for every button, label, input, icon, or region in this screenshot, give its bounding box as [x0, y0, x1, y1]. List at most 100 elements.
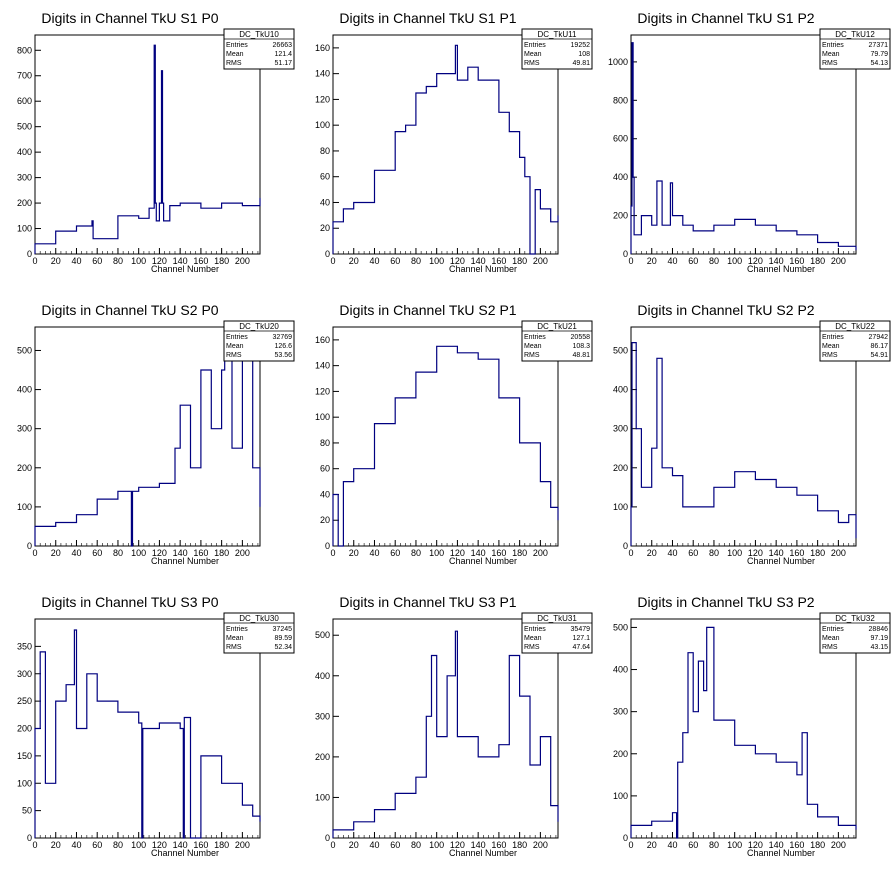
stats-box — [819, 612, 891, 654]
x-tick-label: 20 — [349, 548, 359, 558]
x-axis-label: Channel Number — [747, 556, 815, 566]
x-tick-label: 160 — [491, 840, 506, 850]
x-tick-label: 60 — [688, 548, 698, 558]
x-tick-label: 20 — [51, 548, 61, 558]
x-tick-label: 160 — [491, 548, 506, 558]
x-tick-label: 20 — [51, 840, 61, 850]
x-tick-label: 160 — [491, 256, 506, 266]
chart-title: Digits in Channel TkU S2 P2 — [637, 302, 814, 318]
y-tick-label: 800 — [17, 45, 32, 55]
histogram-panel-9: Digits in Channel TkU S3 P2 0 20 40 60 80 100 1… — [613, 594, 891, 858]
histogram-series-line — [332, 630, 559, 838]
y-tick-label: 140 — [315, 69, 330, 79]
stats-value: 47.64 — [572, 644, 590, 651]
x-tick-label: 200 — [831, 548, 846, 558]
stats-key: RMS — [524, 60, 540, 67]
stats-key: Mean — [524, 635, 542, 642]
x-tick-label: 140 — [769, 256, 784, 266]
y-tick-label: 300 — [17, 173, 32, 183]
x-tick-label: 160 — [789, 548, 804, 558]
x-tick-label: 120 — [748, 840, 763, 850]
histogram-series-line — [630, 626, 857, 839]
x-tick-label: 180 — [810, 548, 825, 558]
stats-value: 126.6 — [274, 343, 292, 350]
stats-key: Entries — [524, 626, 546, 633]
x-tick-label: 180 — [214, 840, 229, 850]
stats-name: DC_TkU20 — [239, 322, 279, 331]
stats-value: 97.19 — [870, 635, 888, 642]
x-tick-label: 0 — [628, 548, 633, 558]
x-tick-label: 140 — [471, 548, 486, 558]
y-tick-label: 500 — [613, 345, 628, 355]
x-axis-label: Channel Number — [747, 264, 815, 274]
y-tick-label: 200 — [613, 211, 628, 221]
y-tick-label: 350 — [17, 641, 32, 651]
y-tick-label: 100 — [315, 412, 330, 422]
y-tick-label: 0 — [27, 541, 32, 551]
chart-title: Digits in Channel TkU S2 P1 — [339, 302, 516, 318]
y-tick-label: 1000 — [608, 57, 628, 67]
histogram-panel-8: Digits in Channel TkU S3 P1 0 20 40 60 80 100 1… — [315, 594, 593, 858]
y-tick-label: 40 — [320, 197, 330, 207]
y-tick-label: 160 — [315, 335, 330, 345]
y-tick-label: 500 — [17, 345, 32, 355]
plot-frame — [630, 326, 857, 547]
y-tick-label: 600 — [613, 134, 628, 144]
y-tick-label: 200 — [17, 198, 32, 208]
y-tick-label: 20 — [320, 223, 330, 233]
x-tick-label: 100 — [131, 840, 146, 850]
y-tick-label: 50 — [22, 806, 32, 816]
x-tick-label: 40 — [667, 548, 677, 558]
chart-title: Digits in Channel TkU S3 P0 — [41, 594, 218, 610]
stats-value: 28846 — [869, 626, 889, 633]
stats-key: RMS — [524, 352, 540, 359]
histogram-series-line — [630, 342, 857, 546]
x-tick-label: 200 — [235, 840, 250, 850]
y-tick-label: 300 — [613, 424, 628, 434]
x-tick-label: 80 — [709, 256, 719, 266]
x-tick-label: 200 — [533, 256, 548, 266]
x-tick-label: 80 — [113, 548, 123, 558]
x-tick-label: 40 — [71, 840, 81, 850]
chart-title: Digits in Channel TkU S3 P1 — [339, 594, 516, 610]
x-tick-label: 20 — [647, 548, 657, 558]
x-tick-label: 200 — [831, 256, 846, 266]
x-tick-label: 160 — [193, 256, 208, 266]
histogram-series-line — [34, 44, 261, 254]
stats-value: 121.4 — [274, 51, 292, 58]
stats-key: Mean — [822, 51, 840, 58]
stats-key: RMS — [822, 60, 838, 67]
stats-value: 35479 — [571, 626, 591, 633]
y-tick-label: 140 — [315, 361, 330, 371]
y-tick-label: 400 — [17, 385, 32, 395]
x-tick-label: 20 — [647, 840, 657, 850]
y-tick-label: 500 — [17, 122, 32, 132]
x-tick-label: 60 — [92, 256, 102, 266]
stats-value: 51.17 — [274, 60, 292, 67]
stats-value: 27942 — [869, 334, 889, 341]
x-tick-label: 200 — [533, 840, 548, 850]
x-tick-label: 60 — [390, 256, 400, 266]
y-tick-label: 40 — [320, 489, 330, 499]
y-tick-label: 200 — [315, 752, 330, 762]
y-tick-label: 200 — [17, 463, 32, 473]
y-tick-label: 120 — [315, 94, 330, 104]
y-tick-label: 60 — [320, 172, 330, 182]
y-tick-label: 400 — [613, 665, 628, 675]
stats-value: 27371 — [869, 42, 889, 49]
stats-box — [819, 28, 891, 70]
histogram-series-line — [34, 629, 261, 839]
x-tick-label: 140 — [173, 256, 188, 266]
x-tick-label: 40 — [369, 548, 379, 558]
x-tick-label: 120 — [450, 840, 465, 850]
plot-frame — [34, 326, 261, 547]
y-tick-label: 100 — [613, 502, 628, 512]
stats-box — [521, 28, 593, 70]
x-tick-label: 40 — [71, 548, 81, 558]
x-tick-label: 40 — [71, 256, 81, 266]
stats-key: Entries — [524, 42, 546, 49]
stats-value: 52.34 — [274, 644, 292, 651]
x-axis-label: Channel Number — [449, 264, 517, 274]
x-axis-label: Channel Number — [449, 556, 517, 566]
y-tick-label: 200 — [17, 724, 32, 734]
